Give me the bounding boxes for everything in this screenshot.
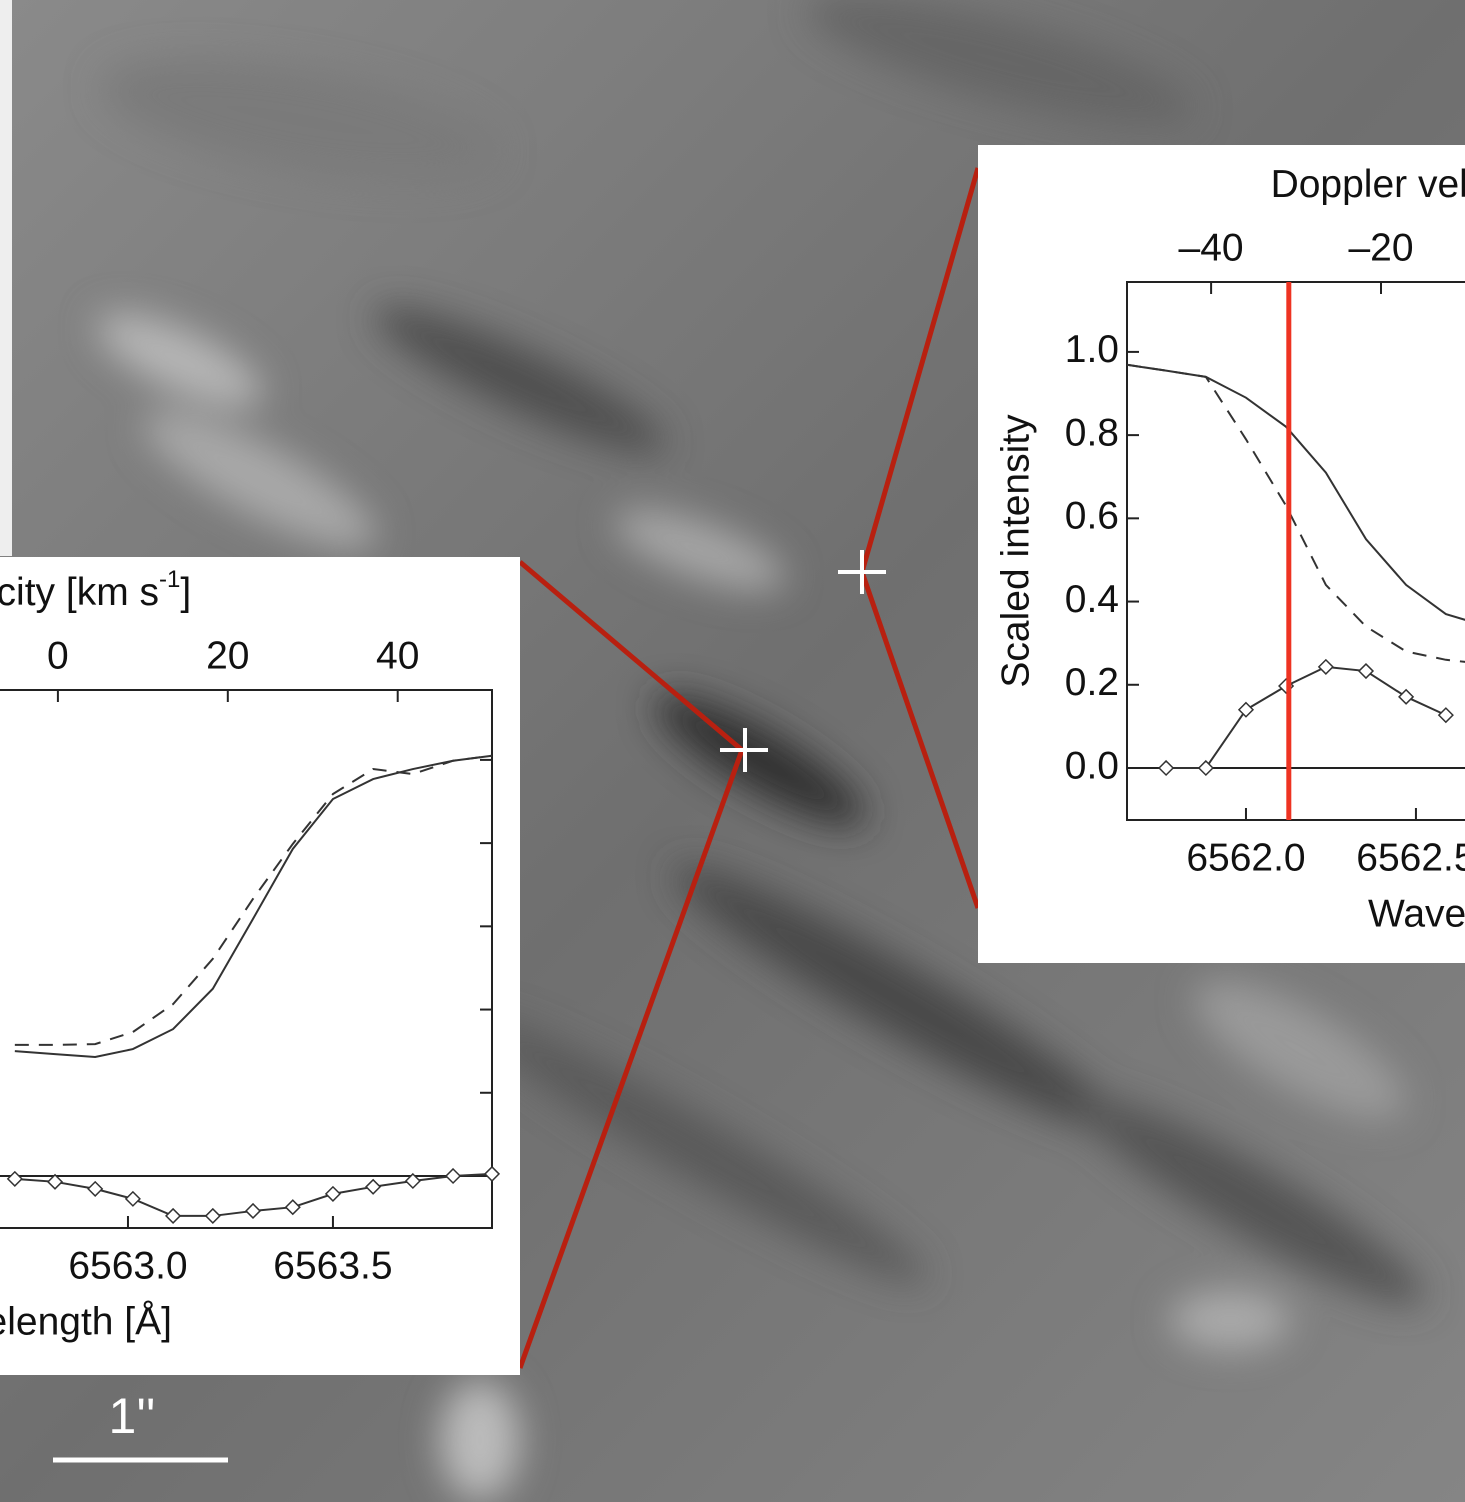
- x2-axis-title: Doppler velocity [km s-1]: [1271, 158, 1465, 206]
- y-tick-label: 0.4: [1065, 578, 1119, 621]
- y-tick-label: 0.8: [1065, 411, 1119, 454]
- x2-tick-label: –40: [1179, 226, 1244, 269]
- plot-frame: [0, 689, 493, 1229]
- diamond-marker: [1158, 759, 1175, 777]
- x-axis-title: Wavelength [Å]: [0, 1299, 172, 1343]
- scale-bar: 1'': [53, 1388, 228, 1463]
- x-tick-label: 6562.0: [1186, 836, 1305, 879]
- x2-tick-label: 0: [47, 634, 69, 677]
- inset-chart: 0.00.20.40.60.81.06562.56563.06563.50204…: [0, 557, 520, 1375]
- y-tick-label: 0.0: [1065, 744, 1119, 787]
- series-line: [14, 754, 493, 1058]
- crosshairs: [720, 550, 886, 772]
- x2-axis-title-text: Doppler velocity [km s: [0, 571, 159, 614]
- series-line: [1126, 363, 1465, 663]
- x2-axis-title-sup: -1: [159, 566, 180, 593]
- y-tick-label: 0.2: [1065, 661, 1119, 704]
- inset-chart: 0.0 0.2 0.4 0.6 0.8 1.0 6562.0 6562.5 –40 –20 Dopp…: [978, 145, 1465, 963]
- diamond-marker: [165, 1207, 182, 1224]
- y-tick-label: 1.0: [1065, 328, 1119, 371]
- scale-bar-label: 1'': [109, 1388, 156, 1444]
- diamond-marker: [1398, 688, 1415, 705]
- x-tick-label: 6562.5: [1356, 836, 1465, 879]
- diamond-marker: [324, 1185, 342, 1202]
- x2-axis-title-end: ]: [180, 571, 191, 614]
- diamond-marker: [444, 1167, 462, 1185]
- diamond-marker: [6, 1170, 23, 1187]
- diamond-marker: [1357, 662, 1375, 680]
- diamond-marker: [404, 1172, 421, 1190]
- diamond-marker: [124, 1190, 141, 1207]
- diamond-marker: [46, 1173, 64, 1190]
- diamond-marker: [204, 1207, 221, 1224]
- diamond-marker: [244, 1202, 262, 1220]
- series-line: [1166, 665, 1447, 769]
- diamond-marker: [483, 1165, 501, 1182]
- x2-tick-label: –20: [1348, 226, 1413, 269]
- diamond-marker: [87, 1180, 104, 1197]
- y-tick-label: 0.6: [1065, 495, 1119, 538]
- x2-axis-title: Doppler velocity [km s-1]: [0, 566, 191, 614]
- series-line: [14, 754, 493, 1046]
- inset-background: [0, 557, 520, 1375]
- diamond-marker: [365, 1178, 382, 1195]
- x-tick-label: 6563.5: [273, 1244, 392, 1287]
- y-axis-title: Scaled intensity: [994, 414, 1037, 688]
- diamond-marker: [1197, 759, 1214, 777]
- x-axis-title: Wavelength [Å]: [1368, 891, 1465, 935]
- diamond-marker: [284, 1199, 301, 1216]
- x2-tick-label: 40: [376, 634, 419, 677]
- diamond-marker: [1437, 707, 1454, 724]
- x-tick-label: 6563.0: [68, 1244, 187, 1287]
- diamond-marker: [1237, 701, 1255, 718]
- x2-axis-title-text: Doppler velocity [km s: [1271, 163, 1465, 206]
- plot-frame: [1126, 281, 1465, 821]
- x2-tick-label: 20: [206, 634, 249, 677]
- diamond-marker: [1317, 658, 1334, 675]
